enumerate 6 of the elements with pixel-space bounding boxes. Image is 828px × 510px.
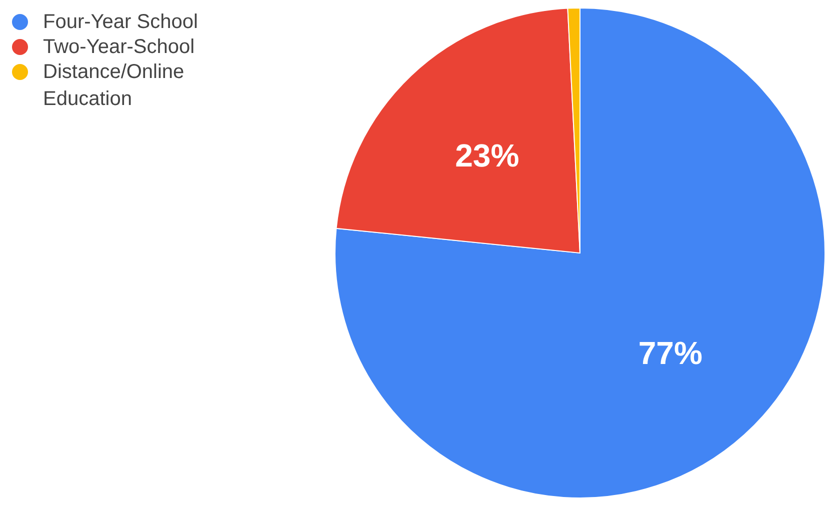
legend-label: Four-Year School [43,11,198,33]
legend-label: Distance/Online Education [43,61,184,110]
data-label: 23% [455,137,520,174]
data-label: 77% [638,334,702,371]
pie-slice [334,8,826,498]
legend-label: Two-Year-School [43,36,195,58]
